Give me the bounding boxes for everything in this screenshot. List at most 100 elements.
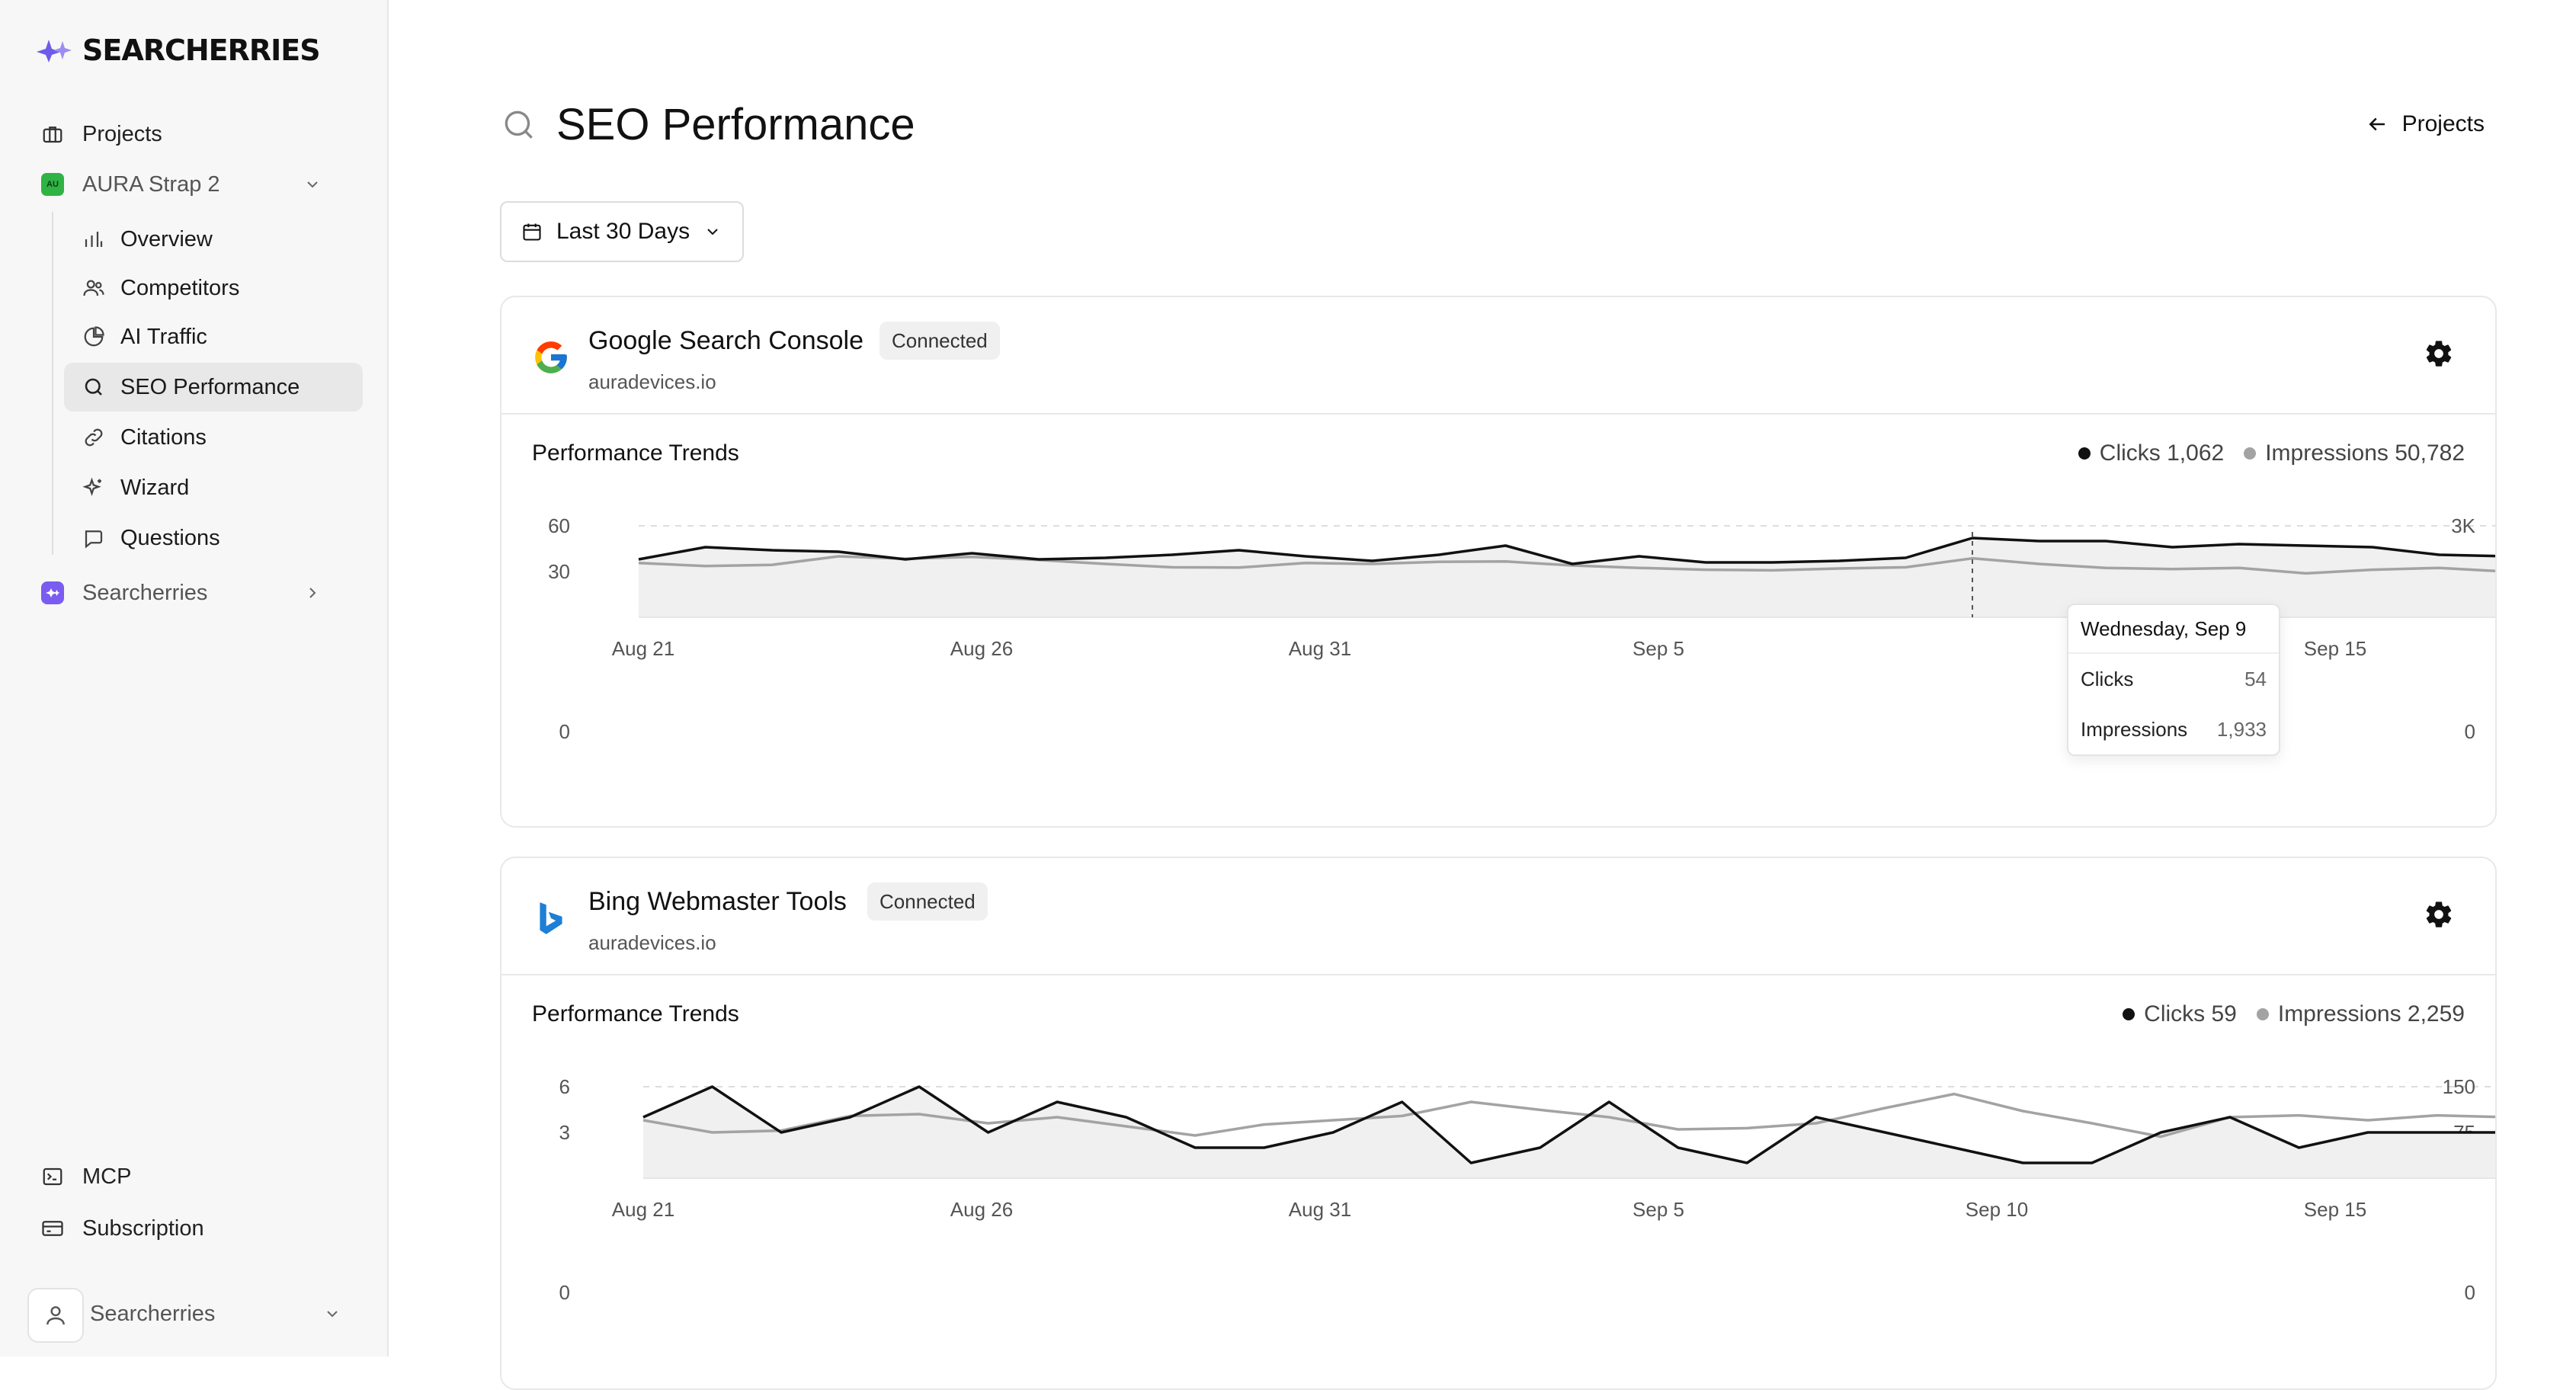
project-avatar: AU bbox=[40, 171, 66, 197]
sidebar-item-label: Overview bbox=[120, 226, 213, 251]
sidebar-item-subscription[interactable]: Subscription bbox=[38, 1204, 358, 1253]
user-name: Searcherries bbox=[90, 1301, 216, 1326]
project-name: AURA Strap 2 bbox=[82, 171, 220, 197]
x-tick-label: Aug 21 bbox=[612, 637, 674, 660]
tooltip-value: 1,933 bbox=[2216, 717, 2267, 741]
sidebar-item-label: Subscription bbox=[82, 1215, 204, 1241]
users-icon bbox=[83, 280, 104, 296]
legend-item-impressions[interactable]: Impressions 2,259 bbox=[2256, 1001, 2465, 1027]
search-icon bbox=[85, 378, 102, 396]
briefcase-icon bbox=[40, 121, 66, 147]
tooltip-row-impressions: Impressions 1,933 bbox=[2068, 704, 2279, 754]
chart-legend: Clicks 59 Impressions 2,259 bbox=[2123, 1001, 2465, 1027]
google-logo-icon bbox=[535, 341, 567, 373]
chevron-down-icon bbox=[307, 181, 318, 188]
x-tick-label: Sep 5 bbox=[1632, 1198, 1684, 1221]
calendar-icon bbox=[523, 223, 541, 241]
page-header: SEO Performance bbox=[500, 99, 915, 150]
clicks-area bbox=[643, 1087, 2495, 1178]
legend-item-clicks[interactable]: Clicks 59 bbox=[2123, 1001, 2237, 1027]
y-right-tick-label: 0 bbox=[2465, 720, 2475, 743]
y-left-tick-label: 30 bbox=[548, 560, 570, 583]
sidebar-item-questions[interactable]: Questions bbox=[64, 514, 363, 562]
sidebar-item-ai-traffic[interactable]: AI Traffic bbox=[64, 312, 363, 361]
sidebar-item-seo-performance[interactable]: SEO Performance bbox=[64, 363, 363, 412]
sidebar-item-competitors[interactable]: Competitors bbox=[64, 264, 363, 312]
legend-label: Impressions 2,259 bbox=[2277, 1001, 2465, 1026]
date-range-select[interactable]: Last 30 Days bbox=[500, 201, 744, 262]
x-tick-label: Aug 26 bbox=[950, 1198, 1013, 1221]
gear-icon[interactable] bbox=[2424, 338, 2454, 369]
impressions-series-line bbox=[638, 555, 2495, 575]
sidebar-item-mcp[interactable]: MCP bbox=[38, 1152, 358, 1201]
x-tick-label: Aug 31 bbox=[1289, 637, 1351, 660]
tooltip-title: Wednesday, Sep 9 bbox=[2068, 605, 2279, 654]
user-icon bbox=[46, 1306, 65, 1325]
tooltip-row-clicks: Clicks 54 bbox=[2068, 654, 2279, 704]
brand-logo-icon bbox=[37, 40, 72, 62]
x-tick-label: Sep 10 bbox=[1966, 1198, 2028, 1221]
user-avatar[interactable] bbox=[27, 1288, 84, 1343]
back-link-label: Projects bbox=[2401, 111, 2485, 136]
impressions-series-line bbox=[642, 1092, 2495, 1139]
y-right-tick-label: 3K bbox=[2451, 514, 2475, 537]
sidebar-item-citations[interactable]: Citations bbox=[64, 413, 363, 462]
sidebar-item-label: AI Traffic bbox=[120, 324, 207, 349]
credit-card-icon bbox=[40, 1215, 66, 1241]
chart-title: Performance Trends bbox=[532, 1001, 739, 1026]
clicks-series-line bbox=[638, 536, 2495, 565]
project-selector[interactable]: AU AURA Strap 2 bbox=[38, 160, 358, 209]
brand-name: SEARCHERRIES bbox=[82, 34, 321, 67]
legend-label: Clicks 1,062 bbox=[2099, 440, 2225, 466]
pie-chart-icon bbox=[84, 326, 104, 347]
sidebar-item-label: Questions bbox=[120, 525, 220, 550]
submenu-guide bbox=[52, 212, 53, 555]
chart-tooltip: Wednesday, Sep 9 Clicks 54 Impressions 1… bbox=[2067, 604, 2280, 756]
back-to-projects-link[interactable]: Projects bbox=[2366, 111, 2485, 137]
sidebar-item-label: Competitors bbox=[120, 275, 240, 300]
status-badge: Connected bbox=[879, 322, 1000, 360]
chart-title: Performance Trends bbox=[532, 440, 739, 466]
sparkles-icon bbox=[82, 477, 101, 496]
tooltip-label: Clicks bbox=[2081, 667, 2134, 690]
tooltip-label: Impressions bbox=[2081, 717, 2188, 741]
user-menu[interactable]: Searcherries bbox=[88, 1289, 363, 1338]
legend-item-impressions[interactable]: Impressions 50,782 bbox=[2244, 440, 2465, 466]
legend-label: Impressions 50,782 bbox=[2265, 440, 2465, 466]
date-range-label: Last 30 Days bbox=[556, 219, 690, 244]
bing-webmaster-tools-card: Bing Webmaster Tools Connected auradevic… bbox=[500, 857, 2497, 1390]
main-content: SEO Performance Projects Last 30 Days Go… bbox=[389, 0, 2576, 1390]
clicks-series-line bbox=[642, 1085, 2495, 1164]
page-title: SEO Performance bbox=[556, 100, 915, 149]
brand[interactable]: SEARCHERRIES bbox=[35, 34, 321, 67]
legend-item-clicks[interactable]: Clicks 1,062 bbox=[2078, 440, 2224, 466]
search-icon bbox=[505, 110, 533, 139]
y-left-tick-label: 3 bbox=[559, 1121, 570, 1144]
bing-logo-icon bbox=[540, 902, 562, 934]
bar-chart-icon bbox=[85, 232, 103, 247]
card-header: Google Search Console Connected auradevi… bbox=[501, 297, 2495, 415]
clicks-area bbox=[639, 538, 2495, 617]
integration-domain: auradevices.io bbox=[588, 931, 716, 954]
legend-label: Clicks 59 bbox=[2144, 1001, 2237, 1026]
tooltip-value: 54 bbox=[2244, 667, 2267, 690]
sidebar-item-label: Citations bbox=[120, 424, 207, 450]
y-left-tick-label: 6 bbox=[559, 1075, 570, 1098]
integration-name: Bing Webmaster Tools bbox=[588, 887, 847, 916]
x-tick-label: Sep 5 bbox=[1632, 637, 1684, 660]
sidebar-item-label: Projects bbox=[82, 121, 162, 146]
sidebar-item-overview[interactable]: Overview bbox=[64, 215, 363, 264]
chevron-right-icon bbox=[309, 588, 316, 598]
integration-name: Google Search Console bbox=[588, 326, 864, 355]
workspace-name: Searcherries bbox=[82, 580, 208, 605]
x-tick-label: Aug 21 bbox=[612, 1198, 674, 1221]
sidebar-item-projects[interactable]: Projects bbox=[38, 110, 358, 159]
gear-icon[interactable] bbox=[2424, 899, 2454, 930]
message-icon bbox=[85, 530, 103, 549]
sidebar-item-wizard[interactable]: Wizard bbox=[64, 463, 363, 512]
workspace-selector[interactable]: Searcherries bbox=[38, 568, 358, 617]
card-header: Bing Webmaster Tools Connected auradevic… bbox=[501, 858, 2495, 975]
arrow-left-icon bbox=[2369, 117, 2385, 131]
y-right-tick-label: 0 bbox=[2465, 1281, 2475, 1304]
